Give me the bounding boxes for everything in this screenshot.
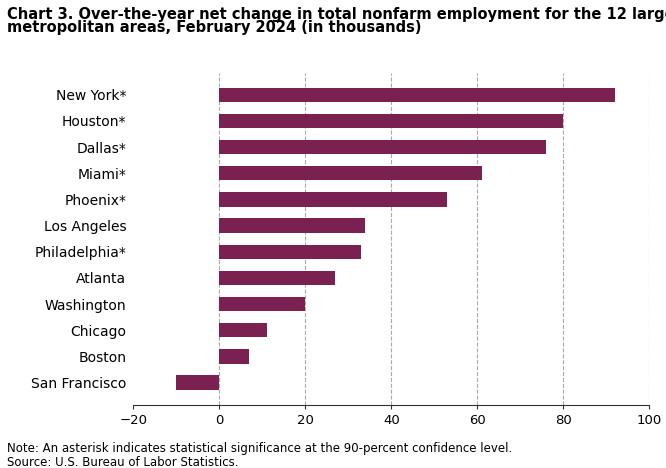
Bar	[219, 297, 305, 311]
Bar	[219, 114, 563, 128]
Bar	[219, 166, 482, 181]
Text: Note: An asterisk indicates statistical significance at the 90-percent confidenc: Note: An asterisk indicates statistical …	[7, 442, 512, 455]
Text: Source: U.S. Bureau of Labor Statistics.: Source: U.S. Bureau of Labor Statistics.	[7, 456, 238, 468]
Bar	[176, 375, 219, 390]
Bar	[219, 192, 447, 207]
Bar	[219, 219, 366, 233]
Bar	[219, 323, 266, 337]
Text: Chart 3. Over-the-year net change in total nonfarm employment for the 12 largest: Chart 3. Over-the-year net change in tot…	[7, 7, 666, 22]
Bar	[219, 271, 336, 285]
Text: metropolitan areas, February 2024 (in thousands): metropolitan areas, February 2024 (in th…	[7, 20, 421, 35]
Bar	[219, 88, 615, 102]
Bar	[219, 140, 546, 154]
Bar	[219, 349, 249, 364]
Bar	[219, 245, 361, 259]
